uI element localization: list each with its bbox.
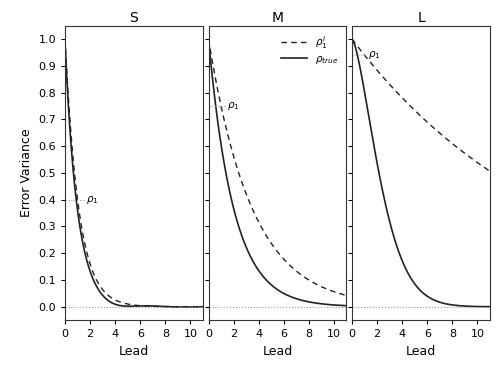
Text: $\rho_1$: $\rho_1$ (86, 194, 99, 206)
Y-axis label: Error Variance: Error Variance (20, 129, 32, 217)
Title: S: S (130, 11, 138, 25)
X-axis label: Lead: Lead (262, 345, 292, 358)
Legend: $\rho_1^i$, $\rho_{true}$: $\rho_1^i$, $\rho_{true}$ (278, 31, 342, 69)
Title: M: M (272, 11, 283, 25)
Title: L: L (417, 11, 425, 25)
Text: $\rho_1$: $\rho_1$ (368, 49, 381, 61)
X-axis label: Lead: Lead (406, 345, 436, 358)
X-axis label: Lead: Lead (119, 345, 149, 358)
Text: $\rho_1$: $\rho_1$ (228, 100, 240, 112)
